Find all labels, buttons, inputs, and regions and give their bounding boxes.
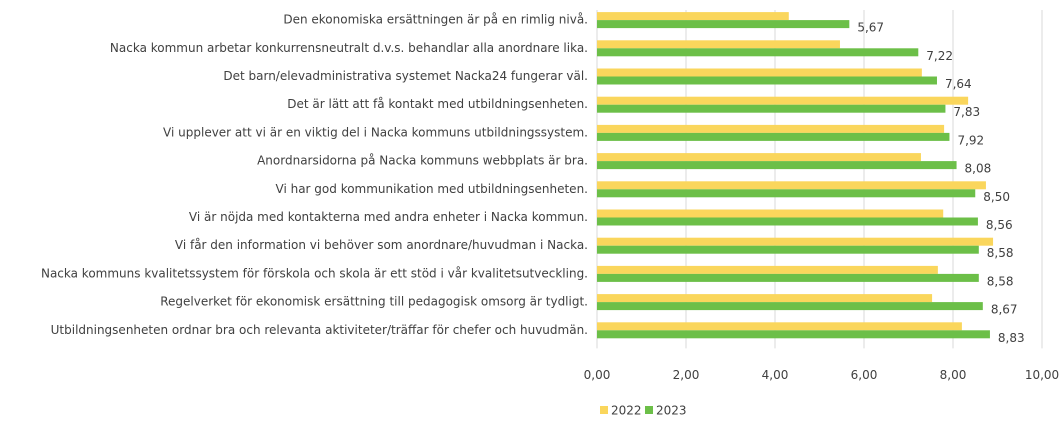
data-label: 8,67 <box>991 303 1018 317</box>
category-label: Nacka kommun arbetar konkurrensneutralt … <box>110 41 588 55</box>
data-label: 7,22 <box>926 49 953 63</box>
category-label: Det barn/elevadministrativa systemet Nac… <box>223 69 588 83</box>
data-label: 5,67 <box>857 21 884 35</box>
bar <box>597 48 919 57</box>
bar <box>597 161 957 170</box>
x-tick-label: 8,00 <box>940 368 967 382</box>
legend-label: 2023 <box>656 404 687 418</box>
data-label: 8,58 <box>987 274 1014 288</box>
x-tick-label: 6,00 <box>851 368 878 382</box>
x-tick-label: 2,00 <box>673 368 700 382</box>
category-label: Nacka kommuns kvalitetssystem för försko… <box>41 266 588 280</box>
data-label: 7,83 <box>953 105 980 119</box>
category-label: Vi har god kommunikation med utbildnings… <box>276 182 589 196</box>
bar <box>597 153 921 162</box>
bar <box>597 265 938 274</box>
x-tick-label: 10,00 <box>1025 368 1059 382</box>
bar <box>597 20 850 29</box>
bar <box>597 273 979 282</box>
bar <box>597 68 922 77</box>
bar <box>597 40 840 49</box>
data-label: 8,56 <box>986 218 1013 232</box>
bar <box>597 330 990 339</box>
legend-swatch <box>600 406 608 414</box>
legend-label: 2022 <box>611 404 642 418</box>
bar <box>597 76 937 85</box>
bar <box>597 12 789 21</box>
legend-swatch <box>645 406 653 414</box>
bar <box>597 209 944 218</box>
category-label: Utbildningsenheten ordnar bra och releva… <box>51 323 588 337</box>
bar <box>597 104 946 113</box>
x-tick-label: 0,00 <box>584 368 611 382</box>
category-label: Vi är nöjda med kontakterna med andra en… <box>189 210 588 224</box>
data-label: 7,64 <box>945 77 972 91</box>
data-label: 8,50 <box>983 190 1010 204</box>
bar <box>597 302 983 311</box>
bar <box>597 237 994 246</box>
bar <box>597 322 962 331</box>
bar <box>597 245 979 254</box>
category-label: Vi får den information vi behöver som an… <box>175 238 588 252</box>
bar <box>597 132 950 141</box>
category-label: Den ekonomiska ersättningen är på en rim… <box>283 13 588 27</box>
category-label: Regelverket för ekonomisk ersättning til… <box>160 295 588 309</box>
bar <box>597 124 945 133</box>
category-label: Det är lätt att få kontakt med utbildnin… <box>287 97 588 111</box>
x-tick-label: 4,00 <box>762 368 789 382</box>
category-label: Anordnarsidorna på Nacka kommuns webbpla… <box>257 154 588 168</box>
bar <box>597 294 933 303</box>
data-label: 8,83 <box>998 331 1025 345</box>
data-label: 8,08 <box>965 162 992 176</box>
data-label: 7,92 <box>957 133 984 147</box>
bar <box>597 96 969 105</box>
data-label: 8,58 <box>987 246 1014 260</box>
category-label: Vi upplever att vi är en viktig del i Na… <box>163 125 588 139</box>
bar <box>597 189 976 198</box>
bar <box>597 217 978 226</box>
bar <box>597 181 986 190</box>
